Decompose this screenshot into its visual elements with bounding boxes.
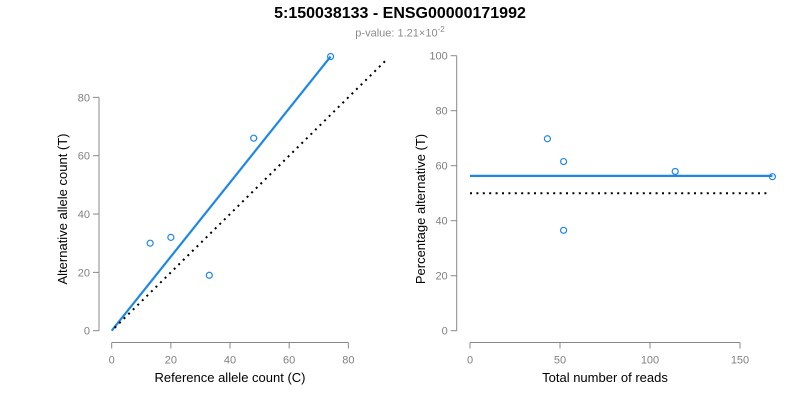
data-point [205,271,213,279]
y-axis-tick-label: 0 [84,326,90,338]
y-axis-tick-label: 20 [435,271,447,283]
x-axis-tick-label: 40 [224,355,236,367]
data-point [167,233,175,241]
y-axis-tick-label: 40 [435,216,447,228]
y-axis-tick-label: 60 [435,161,447,173]
x-axis-label: Reference allele count (C) [154,370,305,385]
x-axis-tick-label: 20 [165,355,177,367]
x-axis-tick-label: 50 [554,355,566,367]
x-axis-tick-label: 100 [641,355,659,367]
p-value-exponent: -2 [437,25,445,34]
x-axis-tick-label: 60 [283,355,295,367]
y-axis-tick-label: 60 [78,151,90,163]
y-axis-tick-label: 80 [78,92,90,104]
y-axis-tick-label: 100 [429,51,447,63]
p-value-subtitle: p-value: 1.21×10-2 [0,25,800,40]
y-axis-tick-label: 0 [442,326,448,338]
p-value-text: p-value: 1.21×10 [355,27,438,40]
data-point [559,157,568,166]
fit-line [110,55,332,332]
data-point [671,167,679,176]
x-axis-tick-label: 80 [342,355,354,367]
data-point [326,52,335,61]
y-axis-tick-label: 40 [78,209,90,221]
data-point [768,173,777,181]
x-axis-tick-label: 150 [731,355,749,367]
y-axis-tick-label: 20 [78,267,90,279]
identity-line [113,58,388,329]
y-axis-label: Percentage alternative (T) [413,134,428,284]
data-point [250,134,258,142]
data-point [559,226,568,234]
y-axis-tick-label: 80 [435,106,447,118]
y-axis-label: Alternative allele count (T) [55,133,70,284]
x-axis-tick-label: 0 [109,355,115,367]
x-axis-label: Total number of reads [542,370,668,385]
data-point [146,239,154,247]
x-axis-tick-label: 0 [467,355,473,367]
data-point [543,135,552,143]
page-title: 5:150038133 - ENSG00000171992 [274,5,526,22]
